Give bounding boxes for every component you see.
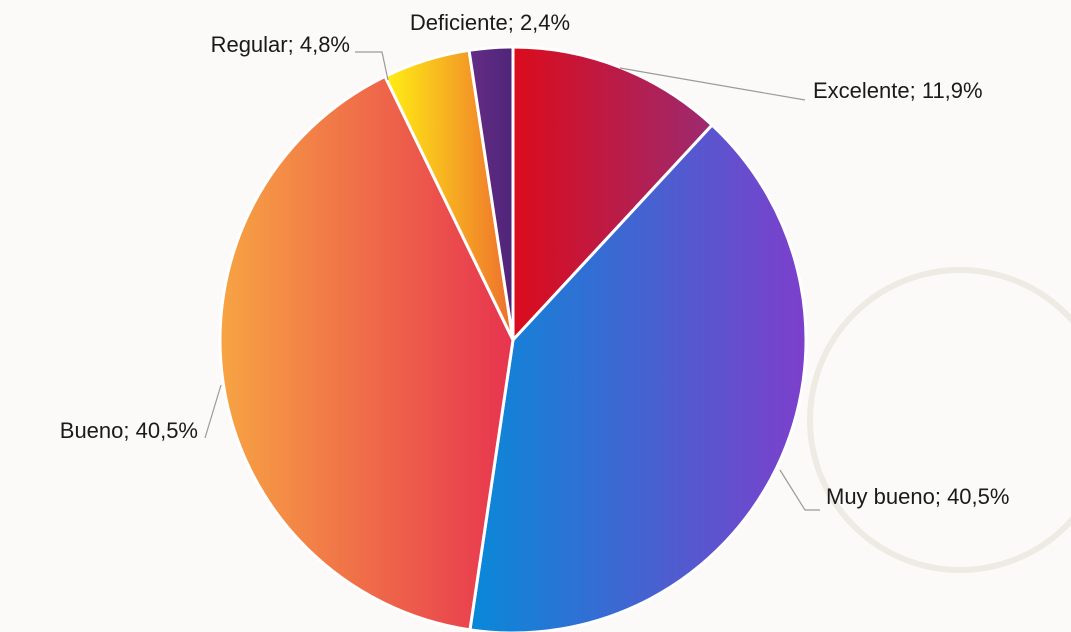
data-label: Deficiente; 2,4%: [410, 10, 570, 35]
leader-line: [780, 470, 820, 510]
leader-line: [205, 385, 221, 438]
data-label: Excelente; 11,9%: [813, 78, 983, 103]
background-decoration: [810, 270, 1071, 570]
data-label: Bueno; 40,5%: [60, 418, 198, 443]
data-label: Muy bueno; 40,5%: [826, 484, 1009, 509]
data-label: Regular; 4,8%: [211, 32, 350, 57]
